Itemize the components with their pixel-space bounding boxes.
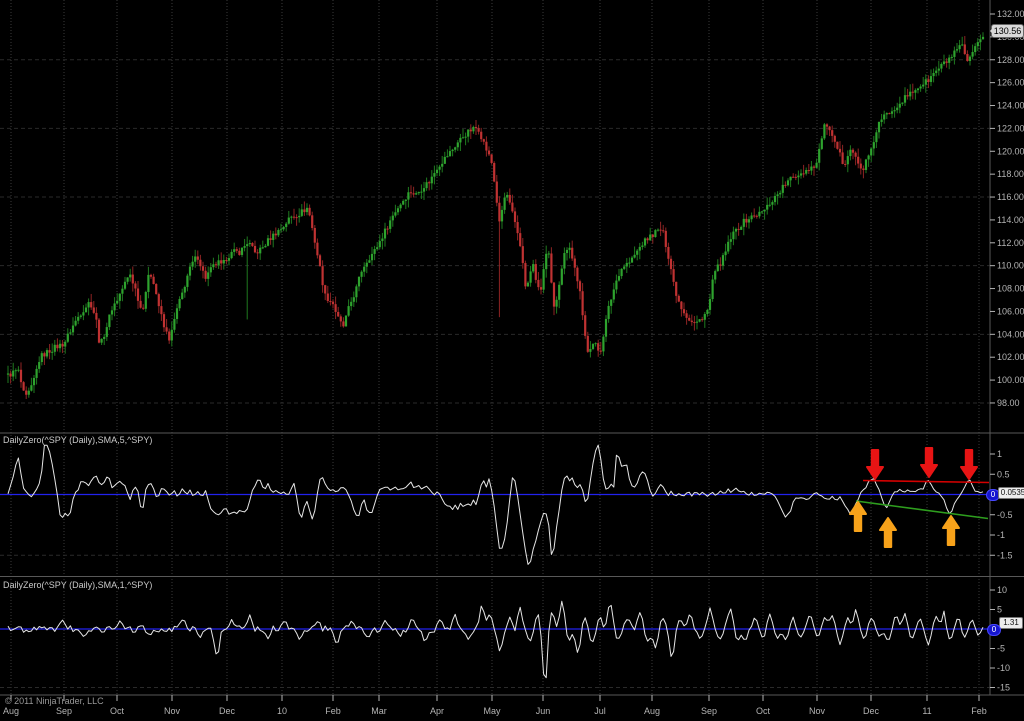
red-down-arrow — [866, 449, 884, 480]
last-price-badge: 130.56 — [990, 24, 1024, 38]
indicator-label-dailyzero-sma5: DailyZero(^SPY (Daily),SMA,5,^SPY) — [3, 435, 153, 445]
svg-text:98.00: 98.00 — [997, 398, 1020, 408]
signal-arrows — [849, 447, 978, 548]
support-trendline-green — [855, 500, 989, 520]
zero-lines — [0, 493, 990, 630]
svg-text:Jun: Jun — [536, 706, 551, 716]
svg-text:100.00: 100.00 — [997, 375, 1024, 385]
panel2-zero-marker: 0 — [987, 624, 1001, 636]
svg-text:108.00: 108.00 — [997, 284, 1024, 294]
svg-text:Aug: Aug — [3, 706, 19, 716]
trendlines — [855, 479, 990, 520]
svg-text:-1.5: -1.5 — [997, 550, 1013, 560]
svg-text:118.00: 118.00 — [997, 169, 1024, 179]
axis-frame — [0, 0, 1024, 696]
svg-text:0.5: 0.5 — [997, 469, 1010, 479]
svg-text:Sep: Sep — [701, 706, 717, 716]
price-axis[interactable] — [990, 0, 1024, 695]
svg-text:Nov: Nov — [164, 706, 181, 716]
indicator-axis-labels: 1 0.5 -0.5 -1 -1.5 10 5 -5 -10 -15 — [990, 449, 1013, 693]
price-axis-labels: 132.00130.00128.00126.00124.00122.00120.… — [990, 9, 1024, 408]
svg-text:Dec: Dec — [863, 706, 880, 716]
resistance-trendline-red — [862, 479, 990, 484]
svg-text:114.00: 114.00 — [997, 215, 1024, 225]
svg-text:Aug: Aug — [644, 706, 660, 716]
orange-up-arrow — [942, 515, 960, 546]
svg-text:10: 10 — [997, 585, 1007, 595]
dailyzero-sma1-line — [7, 600, 984, 679]
copyright-text: © 2011 NinjaTrader, LLC — [5, 696, 104, 706]
svg-text:11: 11 — [922, 706, 931, 716]
dailyzero-sma5-line — [7, 444, 984, 565]
red-down-arrow — [920, 447, 938, 478]
svg-text:104.00: 104.00 — [997, 329, 1024, 339]
svg-text:124.00: 124.00 — [997, 101, 1024, 111]
orange-up-arrow — [879, 517, 897, 548]
svg-text:128.00: 128.00 — [997, 55, 1024, 65]
svg-text:Feb: Feb — [325, 706, 341, 716]
svg-text:Oct: Oct — [110, 706, 125, 716]
svg-text:1: 1 — [997, 449, 1002, 459]
svg-text:Apr: Apr — [430, 706, 444, 716]
time-axis-labels: Aug Sep Oct Nov Dec 10 Feb Mar Apr May Jun Jul Aug Se… — [3, 695, 987, 716]
orange-up-arrow — [849, 501, 867, 532]
svg-text:126.00: 126.00 — [997, 78, 1024, 88]
svg-text:Oct: Oct — [756, 706, 771, 716]
svg-text:116.00: 116.00 — [997, 192, 1024, 202]
svg-text:Mar: Mar — [371, 706, 387, 716]
svg-text:-0.5: -0.5 — [997, 510, 1013, 520]
svg-text:Nov: Nov — [809, 706, 826, 716]
svg-text:120.00: 120.00 — [997, 146, 1024, 156]
svg-text:110.00: 110.00 — [997, 261, 1024, 271]
svg-text:-15: -15 — [997, 683, 1010, 693]
svg-text:-10: -10 — [997, 663, 1010, 673]
svg-text:Sep: Sep — [56, 706, 72, 716]
svg-text:Dec: Dec — [219, 706, 236, 716]
svg-text:May: May — [483, 706, 501, 716]
panel2-value-marker: 1.31 — [999, 617, 1023, 629]
red-down-arrow — [960, 449, 978, 480]
svg-text:106.00: 106.00 — [997, 306, 1024, 316]
svg-text:-1: -1 — [997, 530, 1005, 540]
grid-lines — [0, 0, 990, 695]
svg-text:10: 10 — [277, 706, 287, 716]
svg-text:112.00: 112.00 — [997, 238, 1024, 248]
svg-text:132.00: 132.00 — [997, 9, 1024, 19]
time-axis[interactable] — [0, 695, 1024, 721]
candlestick-series — [6, 32, 985, 400]
panel1-value-marker: 0.0535 — [998, 487, 1024, 499]
svg-text:102.00: 102.00 — [997, 352, 1024, 362]
indicator-label-dailyzero-sma1: DailyZero(^SPY (Daily),SMA,1,^SPY) — [3, 580, 153, 590]
svg-text:Feb: Feb — [971, 706, 987, 716]
svg-text:-5: -5 — [997, 644, 1005, 654]
svg-text:122.00: 122.00 — [997, 123, 1024, 133]
svg-text:5: 5 — [997, 605, 1002, 615]
svg-text:Jul: Jul — [594, 706, 606, 716]
